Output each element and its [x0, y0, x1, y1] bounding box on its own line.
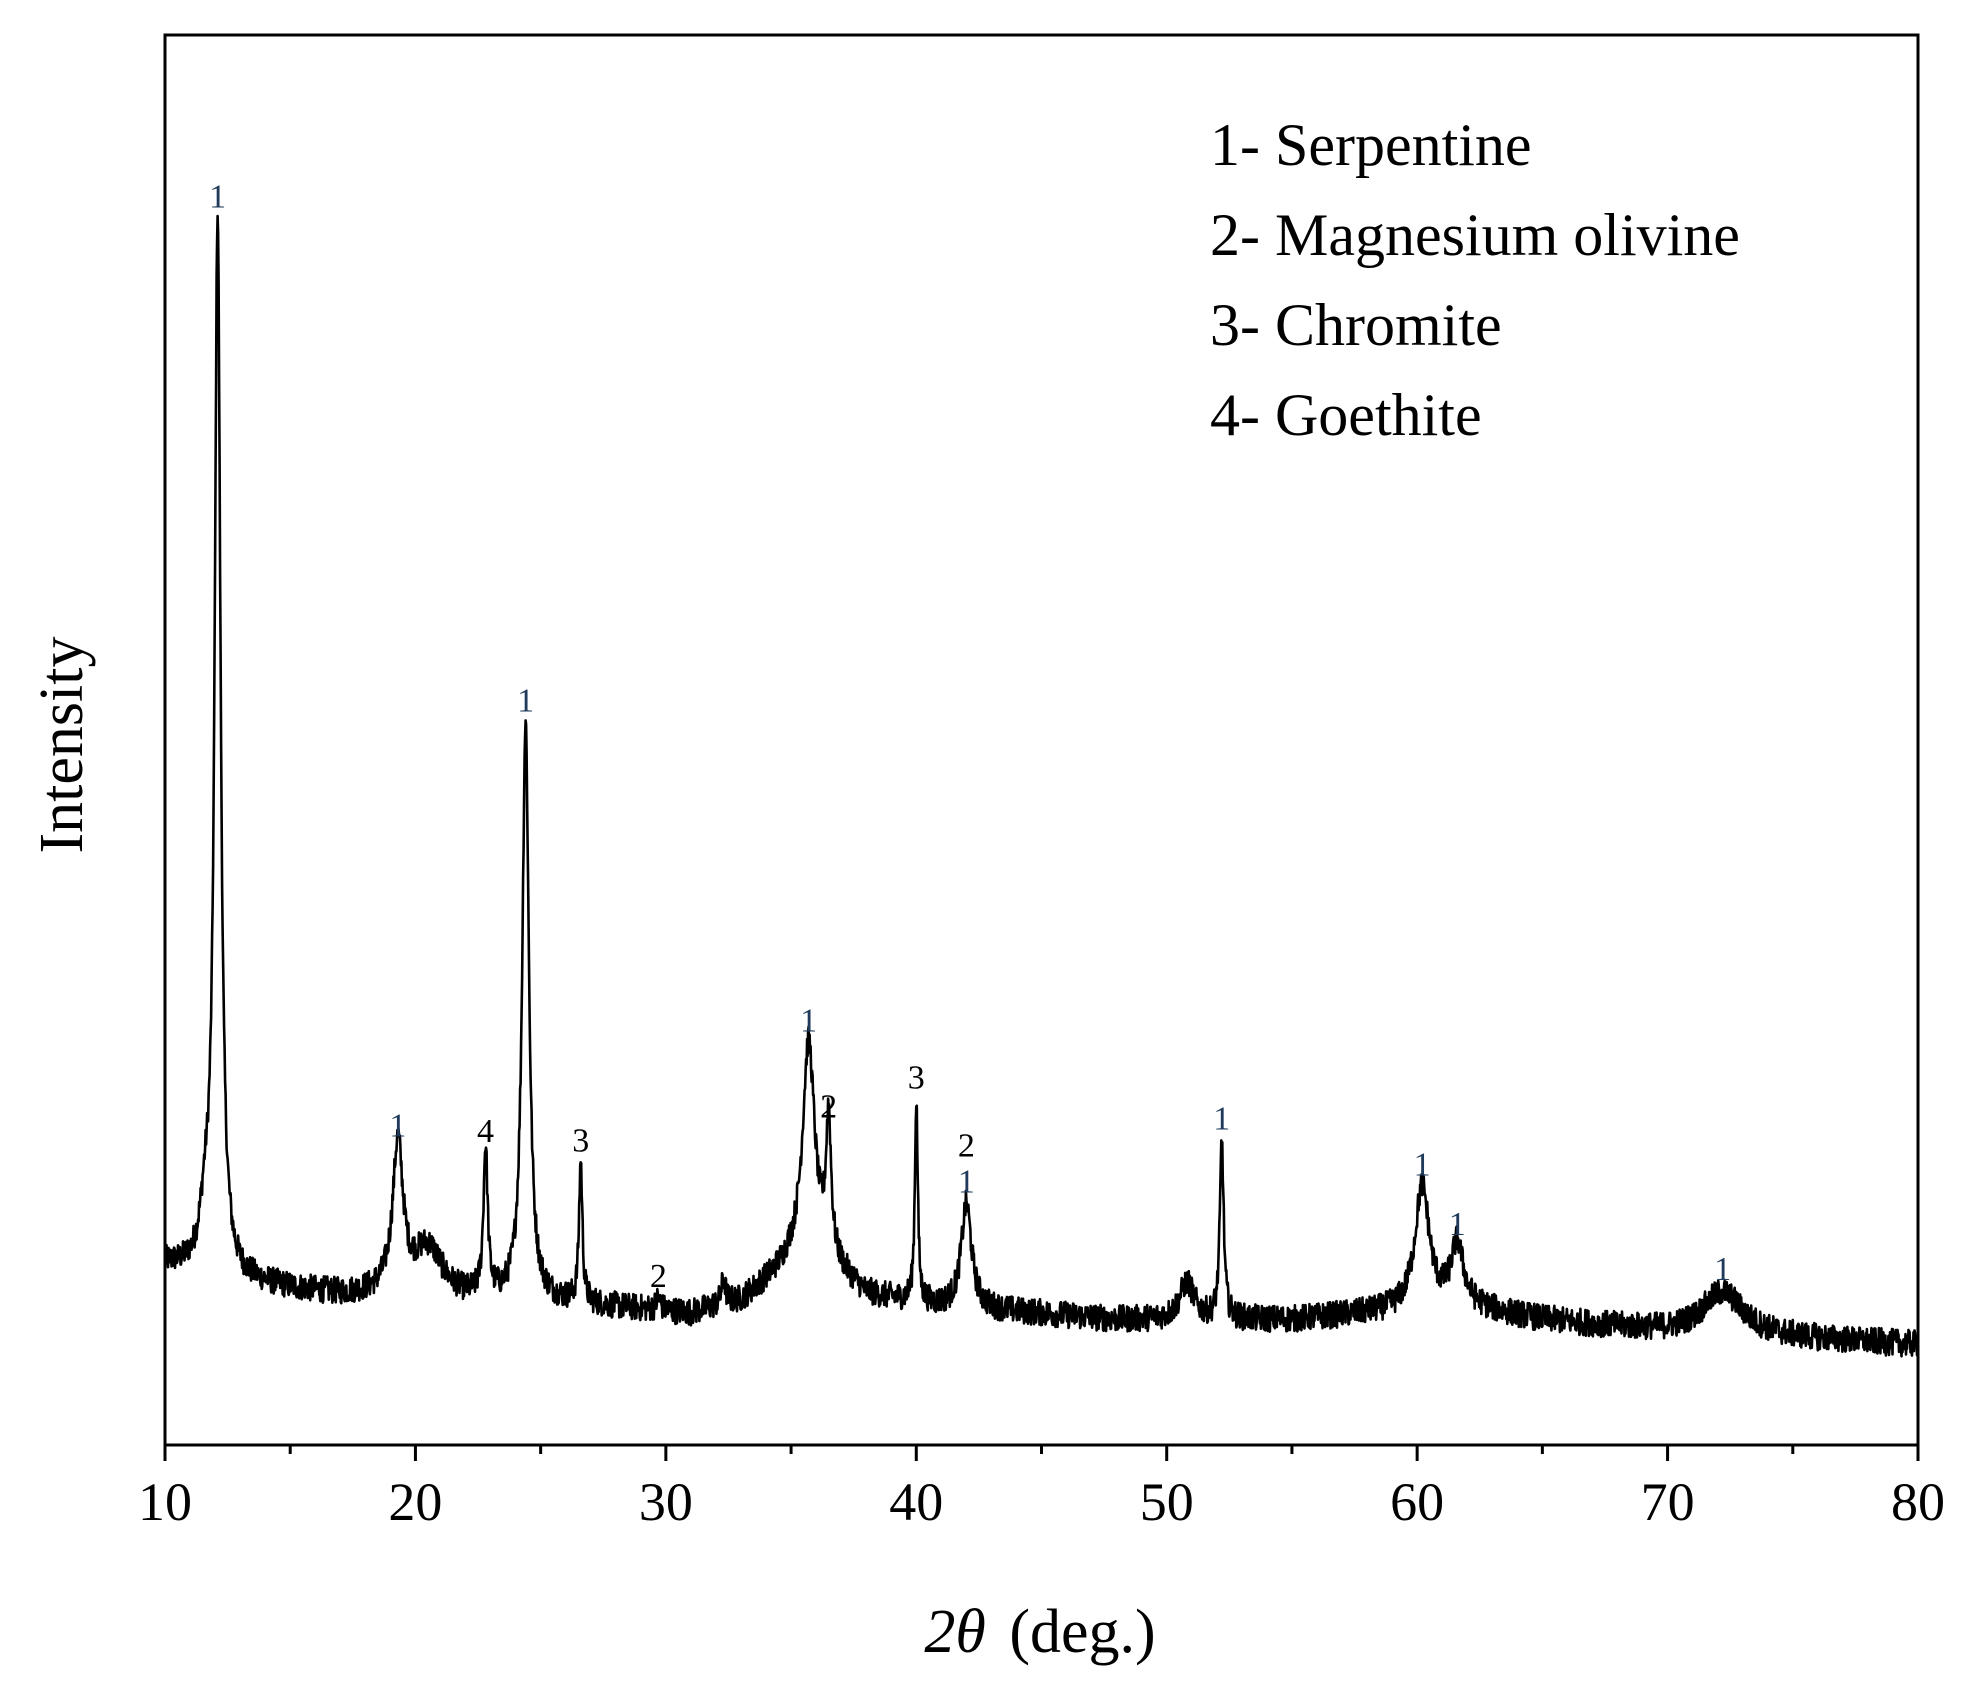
peak-label: 1 — [1449, 1206, 1466, 1243]
peak-label: 1 — [517, 683, 534, 720]
x-tick-label: 30 — [639, 1472, 693, 1532]
peak-label: 3 — [908, 1060, 925, 1097]
legend-entry: 1- Serpentine — [1210, 112, 1532, 178]
peak-label: 1 — [1714, 1251, 1731, 1288]
peak-label: 1 — [209, 179, 226, 216]
x-tick-label: 50 — [1140, 1472, 1194, 1532]
x-tick-label: 10 — [138, 1472, 192, 1532]
legend-entry: 4- Goethite — [1210, 382, 1482, 448]
x-tick-label: 20 — [388, 1472, 442, 1532]
x-tick-label: 40 — [889, 1472, 943, 1532]
peak-label: 1 — [1213, 1101, 1230, 1138]
legend-entry: 3- Chromite — [1210, 292, 1502, 358]
y-axis-title: Intensity — [28, 637, 96, 854]
peak-label: 1 — [1414, 1147, 1431, 1184]
peak-label: 1 — [800, 1002, 817, 1039]
x-tick-label: 60 — [1390, 1472, 1444, 1532]
x-ticks: 10 20 30 40 50 60 70 80 — [138, 1445, 1945, 1532]
peak-label: 1 — [389, 1107, 406, 1144]
peak-label: 3 — [572, 1122, 589, 1159]
peak-label: 1 — [958, 1164, 975, 1201]
x-axis-title: 2θ (deg.) — [924, 1598, 1155, 1666]
peak-label: 2 — [958, 1128, 975, 1165]
peak-label: 4 — [477, 1113, 494, 1150]
x-axis-title-variable: 2θ — [924, 1598, 985, 1666]
peak-label: 2 — [820, 1088, 837, 1125]
legend: 1- Serpentine 2- Magnesium olivine 3- Chro… — [1210, 112, 1740, 448]
xrd-pattern-line — [163, 214, 1920, 1358]
x-tick-label: 80 — [1891, 1472, 1945, 1532]
peak-label: 2 — [650, 1258, 667, 1295]
x-tick-label: 70 — [1641, 1472, 1695, 1532]
x-axis-title-unit: (deg.) — [1009, 1598, 1155, 1666]
legend-entry: 2- Magnesium olivine — [1210, 202, 1740, 268]
